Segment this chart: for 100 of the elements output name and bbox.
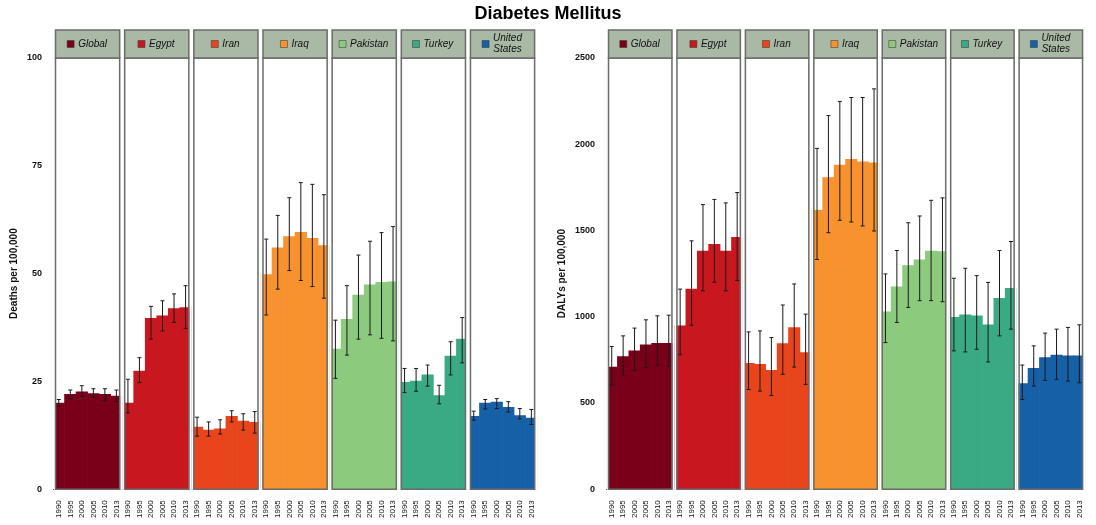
x-tick-label: 2000 bbox=[491, 499, 501, 518]
x-tick-label: 2010 bbox=[994, 499, 1004, 518]
x-tick-label: 2000 bbox=[353, 499, 363, 518]
x-tick-label: 2013 bbox=[526, 499, 536, 518]
x-tick-label: 1990 bbox=[880, 499, 890, 518]
x-tick-label: 2013 bbox=[249, 499, 259, 518]
x-tick-label: 2010 bbox=[445, 499, 455, 518]
x-tick-label: 2000 bbox=[903, 499, 913, 518]
x-tick-label: 2000 bbox=[629, 499, 639, 518]
x-tick-label: 1990 bbox=[675, 499, 685, 518]
x-tick-label: 1995 bbox=[65, 499, 75, 518]
x-tick-label: 2013 bbox=[869, 499, 879, 518]
x-tick-label: 1990 bbox=[123, 499, 133, 518]
x-tick-label: 2000 bbox=[215, 499, 225, 518]
x-tick-label: 2005 bbox=[226, 499, 236, 518]
x-tick-label: 2010 bbox=[100, 499, 110, 518]
x-tick-label: 1990 bbox=[606, 499, 616, 518]
x-tick-label: 1995 bbox=[411, 499, 421, 518]
x-tick-label: 2005 bbox=[157, 499, 167, 518]
x-tick-label: 2010 bbox=[307, 499, 317, 518]
x-tick-label: 2000 bbox=[766, 499, 776, 518]
x-tick-label: 2005 bbox=[434, 499, 444, 518]
legend-label: Global bbox=[78, 37, 108, 49]
x-tick-label: 2000 bbox=[284, 499, 294, 518]
legend-label: Turkey bbox=[972, 37, 1004, 49]
x-tick-label: 2013 bbox=[1006, 499, 1016, 518]
x-tick-label: 1990 bbox=[53, 499, 63, 518]
x-tick-label: 2013 bbox=[1074, 499, 1084, 518]
legend-label: Pakistan bbox=[350, 37, 389, 49]
y-tick-label: 50 bbox=[32, 268, 43, 279]
x-tick-label: 2000 bbox=[971, 499, 981, 518]
x-tick-label: 2013 bbox=[457, 499, 467, 518]
x-tick-label: 1990 bbox=[468, 499, 478, 518]
x-tick-label: 2000 bbox=[77, 499, 87, 518]
legend-label: United States bbox=[493, 32, 523, 55]
x-tick-label: 2010 bbox=[789, 499, 799, 518]
x-tick-label: 2000 bbox=[422, 499, 432, 518]
y-tick-label: 0 bbox=[37, 483, 43, 494]
x-tick-label: 2010 bbox=[857, 499, 867, 518]
x-tick-label: 2010 bbox=[515, 499, 525, 518]
x-tick-label: 2005 bbox=[641, 499, 651, 518]
y-tick-label: 1500 bbox=[574, 224, 596, 235]
x-tick-label: 2013 bbox=[663, 499, 673, 518]
x-tick-label: 2005 bbox=[88, 499, 98, 518]
x-tick-label: 1990 bbox=[743, 499, 753, 518]
y-tick-label: 1000 bbox=[574, 311, 596, 322]
x-tick-label: 2010 bbox=[926, 499, 936, 518]
x-tick-label: 2000 bbox=[835, 499, 845, 518]
x-tick-label: 1990 bbox=[1017, 499, 1027, 518]
x-tick-label: 1995 bbox=[134, 499, 144, 518]
legend-label: Egypt bbox=[700, 37, 728, 49]
x-tick-label: 1990 bbox=[949, 499, 959, 518]
x-tick-label: 2005 bbox=[296, 499, 306, 518]
legend-label: Global bbox=[630, 37, 661, 49]
x-tick-label: 2010 bbox=[652, 499, 662, 518]
x-tick-label: 1995 bbox=[686, 499, 696, 518]
chart-title: Diabetes Mellitus bbox=[474, 3, 622, 23]
legend-label: Iraq bbox=[291, 37, 310, 49]
x-tick-label: 2013 bbox=[319, 499, 329, 518]
x-tick-label: 1995 bbox=[960, 499, 970, 518]
y-tick-label: 500 bbox=[579, 397, 596, 408]
x-tick-label: 2000 bbox=[146, 499, 156, 518]
x-tick-label: 2005 bbox=[1051, 499, 1061, 518]
y-axis-title: DALYs per 100,000 bbox=[555, 228, 567, 319]
x-tick-label: 1990 bbox=[330, 499, 340, 518]
x-tick-label: 2010 bbox=[169, 499, 179, 518]
x-tick-label: 1995 bbox=[823, 499, 833, 518]
x-tick-label: 1995 bbox=[892, 499, 902, 518]
x-tick-label: 2005 bbox=[709, 499, 719, 518]
y-tick-label: 75 bbox=[32, 160, 43, 171]
x-tick-label: 2010 bbox=[238, 499, 248, 518]
x-tick-label: 2013 bbox=[937, 499, 947, 518]
y-tick-label: 2500 bbox=[574, 52, 596, 63]
x-tick-label: 2013 bbox=[388, 499, 398, 518]
x-tick-label: 1990 bbox=[399, 499, 409, 518]
y-tick-label: 2000 bbox=[574, 138, 596, 149]
x-tick-label: 1990 bbox=[261, 499, 271, 518]
x-tick-label: 2013 bbox=[111, 499, 121, 518]
y-tick-label: 25 bbox=[32, 375, 43, 386]
x-tick-label: 2005 bbox=[846, 499, 856, 518]
x-tick-label: 2005 bbox=[778, 499, 788, 518]
legend-label: Iran bbox=[222, 37, 240, 49]
x-tick-label: 2005 bbox=[983, 499, 993, 518]
x-tick-label: 1990 bbox=[812, 499, 822, 518]
x-tick-label: 1995 bbox=[755, 499, 765, 518]
x-tick-label: 2000 bbox=[698, 499, 708, 518]
x-tick-label: 2010 bbox=[1063, 499, 1073, 518]
y-axis-title: Deaths per 100,000 bbox=[7, 227, 19, 319]
y-tick-label: 100 bbox=[26, 52, 43, 63]
x-tick-label: 1995 bbox=[1028, 499, 1038, 518]
x-tick-label: 2010 bbox=[720, 499, 730, 518]
x-tick-label: 1995 bbox=[272, 499, 282, 518]
x-tick-label: 1995 bbox=[480, 499, 490, 518]
x-tick-label: 2013 bbox=[800, 499, 810, 518]
legend-label: Turkey bbox=[423, 37, 455, 49]
y-tick-label: 0 bbox=[590, 483, 596, 494]
legend-label: Pakistan bbox=[899, 37, 939, 49]
x-tick-label: 2000 bbox=[1040, 499, 1050, 518]
legend-label: United States bbox=[1041, 32, 1071, 55]
x-tick-label: 2005 bbox=[365, 499, 375, 518]
